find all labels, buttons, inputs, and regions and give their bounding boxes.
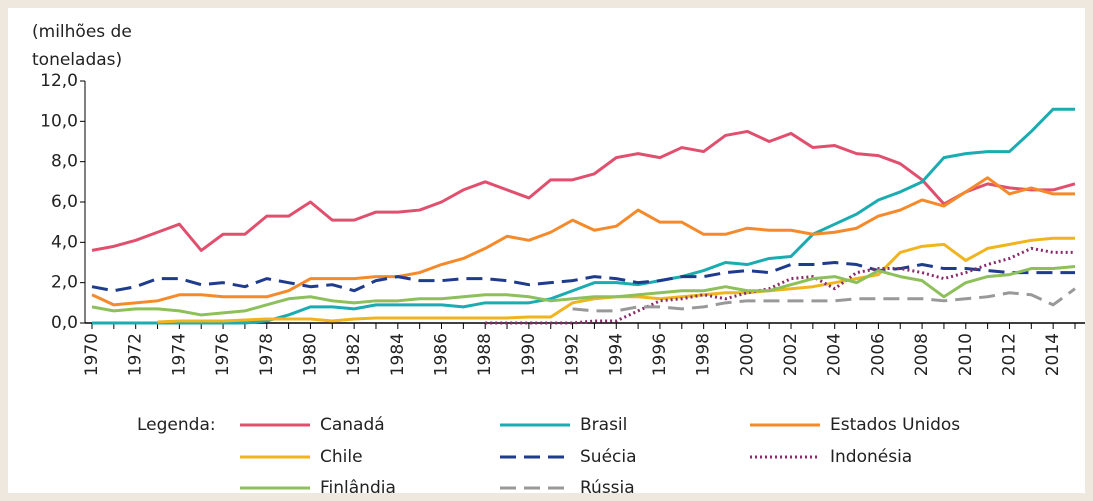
x-tick-label: 2012	[999, 333, 1019, 376]
x-tick-label: 1984	[388, 333, 408, 376]
y-tick-label: 4,0	[51, 232, 78, 252]
x-tick-label: 1992	[563, 333, 583, 376]
series-line	[572, 287, 1076, 313]
y-tick-label: 2,0	[51, 273, 78, 293]
legend-title: Legenda:	[137, 415, 216, 435]
legend-label: Brasil	[580, 415, 627, 435]
series-line	[91, 176, 1075, 307]
x-tick-label: 2002	[781, 333, 801, 376]
x-tick-label: 1980	[300, 333, 320, 376]
x-tick-label: 1986	[432, 333, 452, 376]
series-line	[91, 265, 1076, 317]
legend-label: Indonésia	[830, 447, 912, 467]
x-tick-label: 1982	[344, 333, 364, 376]
x-tick-label: 1996	[650, 333, 670, 376]
legend-label: Rússia	[580, 478, 635, 498]
x-tick-label: 1998	[694, 333, 714, 376]
x-tick-label: 2006	[868, 333, 888, 376]
y-axis-label: (milhões de	[32, 22, 132, 42]
legend-label: Canadá	[320, 415, 385, 435]
x-tick-label: 1970	[82, 333, 102, 376]
x-tick-label: 1974	[169, 333, 189, 376]
x-tick-label: 1988	[475, 333, 495, 376]
series-line	[91, 261, 1075, 293]
x-tick-label: 2000	[737, 333, 757, 376]
series-line	[92, 107, 1075, 325]
x-tick-label: 2008	[912, 333, 932, 376]
series-line	[91, 129, 1076, 252]
x-tick-label: 1972	[126, 333, 146, 376]
y-tick-label: 6,0	[51, 192, 78, 212]
series-line	[485, 246, 1075, 325]
x-tick-label: 1994	[606, 333, 626, 376]
x-tick-label: 2010	[956, 333, 976, 376]
y-tick-label: 10,0	[40, 111, 78, 131]
x-tick-label: 2004	[825, 333, 845, 376]
y-tick-label: 0,0	[51, 313, 78, 333]
legend-label: Estados Unidos	[830, 415, 960, 435]
legend-label: Finlândia	[320, 478, 396, 498]
legend-label: Chile	[320, 447, 363, 467]
x-tick-label: 2014	[1043, 333, 1063, 376]
y-tick-label: 12,0	[40, 71, 78, 91]
x-tick-label: 1976	[213, 333, 233, 376]
legend-label: Suécia	[580, 447, 637, 467]
y-tick-label: 8,0	[51, 152, 78, 172]
x-tick-label: 1990	[519, 333, 539, 376]
x-tick-label: 1978	[257, 333, 277, 376]
y-axis-label: toneladas)	[32, 50, 122, 70]
